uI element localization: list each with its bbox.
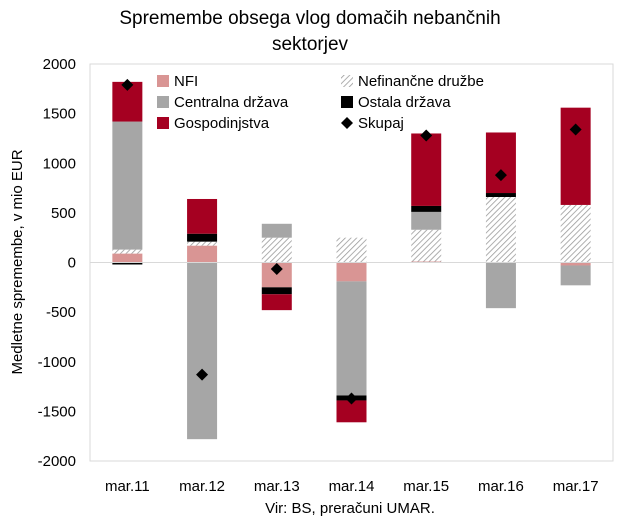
chart-title-line-1: Spremembe obsega vlog domačih nebančnih — [119, 8, 500, 29]
legend-label-ostala-drzava: Ostala država — [358, 94, 451, 111]
bar-centralna-drzava — [411, 211, 442, 230]
bar-ostala-drzava — [261, 287, 292, 295]
bar-nfi — [560, 262, 591, 266]
legend-label-nfi: NFI — [174, 73, 198, 90]
y-axis-label: Medletne spremembe, v mio EUR — [9, 149, 26, 374]
y-tick-label: -500 — [46, 304, 76, 321]
bar-nefinancne-druzbe — [336, 237, 367, 263]
x-axis: mar.11 mar.12 mar.13 mar.14 mar.15 mar.16 mar.… — [105, 478, 599, 495]
x-tick-label: mar.17 — [553, 478, 599, 495]
total-marker — [196, 368, 209, 381]
legend-swatch-nfi — [157, 75, 169, 87]
total-marker — [121, 78, 134, 91]
y-tick-label: 500 — [51, 205, 76, 222]
bar-centralna-drzava — [560, 265, 591, 286]
y-tick-label: 0 — [68, 255, 76, 272]
bar-ostala-drzava — [112, 262, 143, 265]
bar-nefinancne-druzbe — [112, 249, 143, 254]
y-tick-label: -1500 — [38, 403, 76, 420]
bar-nefinancne-druzbe — [560, 204, 591, 263]
bar-ostala-drzava — [411, 205, 442, 212]
source-note: Vir: BS, preračuni UMAR. — [265, 500, 435, 517]
total-marker — [494, 169, 507, 182]
bar-centralna-drzava — [187, 262, 218, 440]
x-tick-label: mar.13 — [254, 478, 300, 495]
legend-label-gospodinjstva: Gospodinjstva — [174, 115, 270, 132]
total-marker — [270, 262, 283, 275]
x-tick-label: mar.12 — [179, 478, 225, 495]
bar-centralna-drzava — [336, 281, 367, 396]
y-tick-label: 1000 — [43, 155, 76, 172]
bars — [112, 81, 591, 440]
legend-swatch-gospodinjstva — [157, 117, 169, 129]
bar-ostala-drzava — [187, 233, 218, 242]
bar-centralna-drzava — [485, 262, 516, 309]
legend-label-skupaj: Skupaj — [358, 115, 404, 132]
y-tick-label: -2000 — [38, 453, 76, 470]
bar-nefinancne-druzbe — [187, 241, 218, 246]
y-tick-label: 2000 — [43, 56, 76, 73]
bar-gospodinjstva — [560, 107, 591, 205]
legend: NFI Nefinančne družbe Centralna država Osta… — [157, 73, 484, 132]
bar-gospodinjstva — [485, 132, 516, 194]
y-axis: 2000 1500 1000 500 0 -500 -1000 -1500 -2000 — [38, 56, 76, 470]
chart-title-line-2: sektorjev — [272, 34, 349, 55]
legend-swatch-nefinancne-druzbe — [341, 75, 353, 87]
bar-nefinancne-druzbe — [261, 237, 292, 263]
total-marker — [569, 123, 582, 136]
bar-gospodinjstva — [261, 294, 292, 311]
bar-nfi — [187, 245, 218, 263]
x-tick-label: mar.16 — [478, 478, 524, 495]
bar-nfi — [336, 262, 367, 282]
legend-label-nefinancne-druzbe: Nefinančne družbe — [358, 73, 484, 90]
bar-gospodinjstva — [187, 198, 218, 234]
legend-swatch-centralna-drzava — [157, 96, 169, 108]
y-tick-label: -1000 — [38, 354, 76, 371]
y-tick-label: 1500 — [43, 106, 76, 123]
legend-swatch-skupaj — [341, 117, 353, 129]
x-tick-label: mar.14 — [329, 478, 375, 495]
legend-label-centralna-drzava: Centralna država — [174, 94, 289, 111]
x-tick-label: mar.15 — [403, 478, 449, 495]
bar-ostala-drzava — [485, 193, 516, 197]
bar-gospodinjstva — [336, 400, 367, 423]
bar-nefinancne-druzbe — [485, 196, 516, 263]
bar-nefinancne-druzbe — [411, 229, 442, 262]
bar-centralna-drzava — [261, 223, 292, 238]
bar-gospodinjstva — [411, 133, 442, 206]
total-marker — [345, 392, 358, 405]
x-tick-label: mar.11 — [105, 478, 150, 495]
total-markers — [121, 78, 582, 405]
bar-nfi — [112, 253, 143, 263]
legend-swatch-ostala-drzava — [341, 96, 353, 108]
total-marker — [420, 129, 433, 142]
bar-centralna-drzava — [112, 121, 143, 250]
